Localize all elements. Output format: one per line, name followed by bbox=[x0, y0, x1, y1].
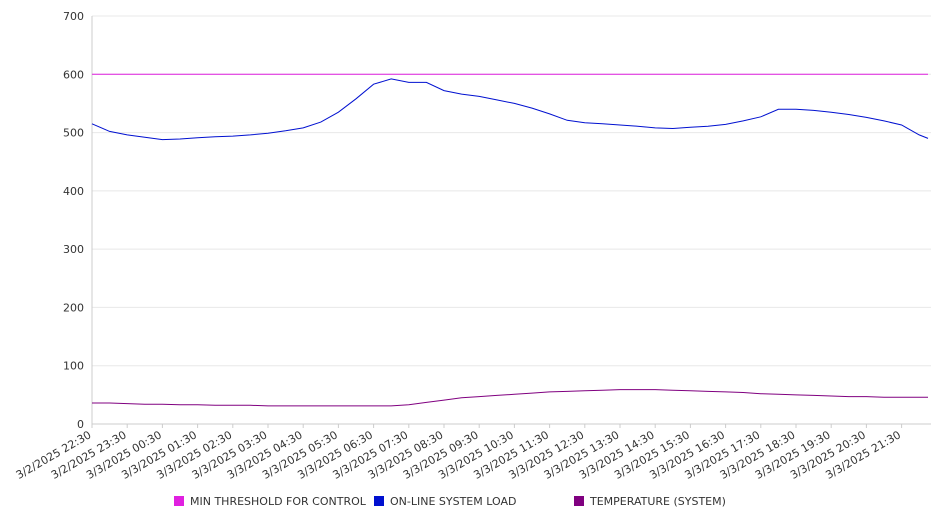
y-tick-label: 0 bbox=[77, 418, 84, 431]
y-tick-label: 100 bbox=[63, 360, 84, 373]
gridlines bbox=[92, 15, 931, 425]
y-tick-label: 300 bbox=[63, 243, 84, 256]
legend-swatch bbox=[374, 496, 384, 506]
legend: MIN THRESHOLD FOR CONTROL ON-LINE SYSTEM … bbox=[174, 495, 726, 508]
legend-label: ON-LINE SYSTEM LOAD bbox=[390, 495, 516, 508]
y-tick-label: 500 bbox=[63, 127, 84, 140]
legend-label: MIN THRESHOLD FOR CONTROL bbox=[190, 495, 367, 508]
series-lines bbox=[91, 73, 929, 407]
y-tick-label: 200 bbox=[63, 301, 84, 314]
y-tick-label: 700 bbox=[63, 10, 84, 23]
y-tick-label: 600 bbox=[63, 68, 84, 81]
series-line-2 bbox=[92, 389, 928, 407]
legend-swatch bbox=[174, 496, 184, 506]
legend-swatch bbox=[574, 496, 584, 506]
y-tick-label: 400 bbox=[63, 185, 84, 198]
legend-label: TEMPERATURE (SYSTEM) bbox=[589, 495, 726, 508]
series-line-1 bbox=[91, 78, 929, 141]
